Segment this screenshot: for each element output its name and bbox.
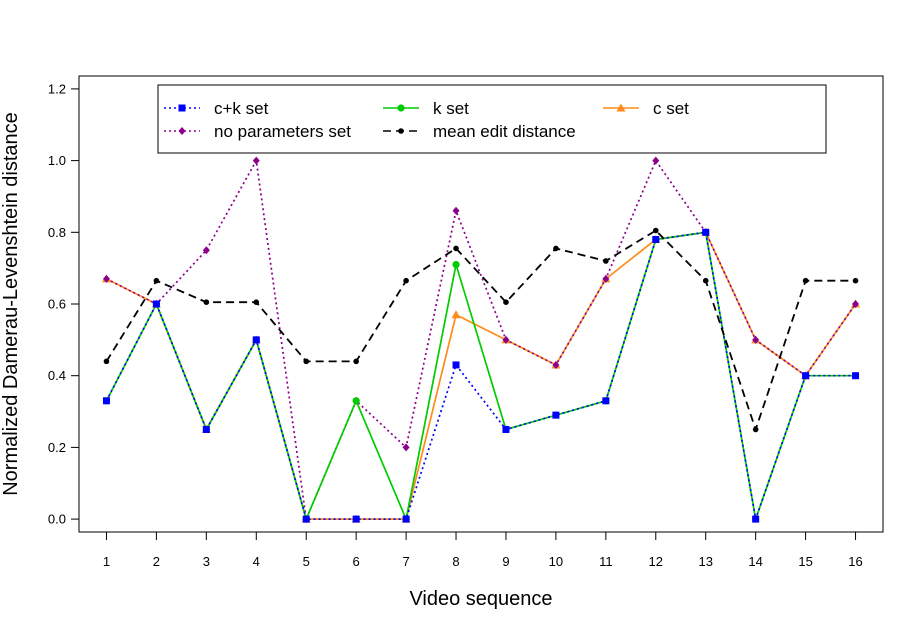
data-point <box>152 300 160 308</box>
data-point <box>502 425 510 433</box>
x-tick-label: 9 <box>502 554 509 569</box>
data-point <box>752 426 759 433</box>
data-point <box>453 245 459 252</box>
x-tick-label: 11 <box>599 554 613 569</box>
data-point <box>652 156 660 165</box>
data-point <box>452 260 460 269</box>
data-point <box>203 299 210 306</box>
data-point <box>652 235 660 243</box>
x-tick-label: 7 <box>402 554 409 569</box>
data-point <box>352 515 360 523</box>
data-point <box>602 397 610 405</box>
legend-label: c+k set <box>214 99 269 118</box>
y-tick-label: 0.8 <box>48 225 66 240</box>
x-tick-label: 15 <box>798 554 812 569</box>
data-point <box>802 277 809 284</box>
legend-label: c set <box>653 99 689 118</box>
data-point <box>602 274 610 283</box>
y-tick-label: 1.2 <box>48 81 66 96</box>
data-point <box>452 361 460 369</box>
data-point <box>802 372 810 380</box>
x-axis-title: Video sequence <box>409 588 552 610</box>
series-c-set <box>101 227 861 523</box>
legend-marker <box>178 127 186 135</box>
data-point <box>303 358 310 365</box>
data-point <box>702 228 710 236</box>
data-point <box>103 358 110 365</box>
data-point <box>102 274 110 283</box>
series-mean-edit-distance <box>103 227 859 433</box>
data-point <box>153 277 160 284</box>
legend-marker <box>616 103 626 112</box>
x-tick-label: 13 <box>698 554 712 569</box>
data-point <box>603 258 609 264</box>
data-point <box>402 443 410 452</box>
legend-entry: c+k set <box>164 99 269 118</box>
legend-entry: k set <box>383 99 469 118</box>
legend-marker <box>397 104 405 112</box>
legend-marker <box>398 128 404 134</box>
x-tick-label: 8 <box>452 554 459 569</box>
y-tick-label: 0.4 <box>48 368 66 383</box>
x-tick-label: 10 <box>549 554 563 569</box>
legend-entry: c set <box>603 99 689 118</box>
data-point <box>852 300 860 308</box>
data-point <box>352 397 360 405</box>
series-k-set <box>102 228 860 523</box>
legend-label: no parameters set <box>214 122 351 141</box>
data-point <box>252 156 260 165</box>
data-point <box>752 515 760 523</box>
legend-label: mean edit distance <box>433 122 576 141</box>
x-tick-label: 1 <box>103 554 110 569</box>
data-point <box>553 245 559 252</box>
data-point <box>353 358 359 365</box>
series-line <box>105 229 856 433</box>
data-point <box>503 299 509 306</box>
y-axis-title: Normalized Damerau-Levenshtein distance <box>0 112 22 496</box>
data-point <box>552 411 560 419</box>
x-tick-label: 5 <box>303 554 310 569</box>
data-point <box>253 299 260 306</box>
data-point <box>202 246 210 255</box>
y-tick-label: 1.0 <box>48 153 66 168</box>
x-tick-label: 2 <box>153 554 160 569</box>
legend: c+k set k set c set no parameters set mean e… <box>157 84 827 154</box>
data-point <box>252 336 260 344</box>
legend-box <box>157 84 827 154</box>
x-tick-label: 3 <box>203 554 210 569</box>
data-point <box>302 515 310 523</box>
series-line <box>105 231 856 523</box>
series-c-k-set <box>102 228 860 523</box>
data-point <box>652 227 659 234</box>
data-point <box>852 372 860 380</box>
data-point <box>202 425 210 433</box>
data-point <box>852 277 859 284</box>
x-tick-label: 16 <box>848 554 862 569</box>
x-tick-label: 6 <box>353 554 360 569</box>
legend-marker <box>178 104 186 112</box>
legend-label: k set <box>433 99 469 118</box>
data-point <box>402 515 410 523</box>
axes: 1 2 3 4 5 6 7 8 9 10 11 12 13 14 15 160.00.20.40.60.81.… <box>48 81 863 569</box>
legend-entry: mean edit distance <box>383 122 576 141</box>
data-point <box>752 335 760 344</box>
data-point <box>452 206 460 215</box>
x-tick-label: 4 <box>253 554 260 569</box>
data-point <box>502 335 510 344</box>
data-point <box>451 310 461 319</box>
y-tick-label: 0.6 <box>48 297 66 312</box>
series-no-parameters-set <box>102 156 860 524</box>
x-tick-label: 12 <box>649 554 663 569</box>
x-tick-label: 14 <box>748 554 762 569</box>
data-point <box>102 397 110 405</box>
data-point <box>702 277 709 284</box>
series-layer <box>101 156 861 524</box>
legend-entry: no parameters set <box>164 122 351 141</box>
series-line <box>106 157 857 523</box>
data-point <box>403 277 409 284</box>
y-tick-label: 0.0 <box>48 512 66 527</box>
data-point <box>552 360 560 369</box>
y-tick-label: 0.2 <box>48 440 66 455</box>
